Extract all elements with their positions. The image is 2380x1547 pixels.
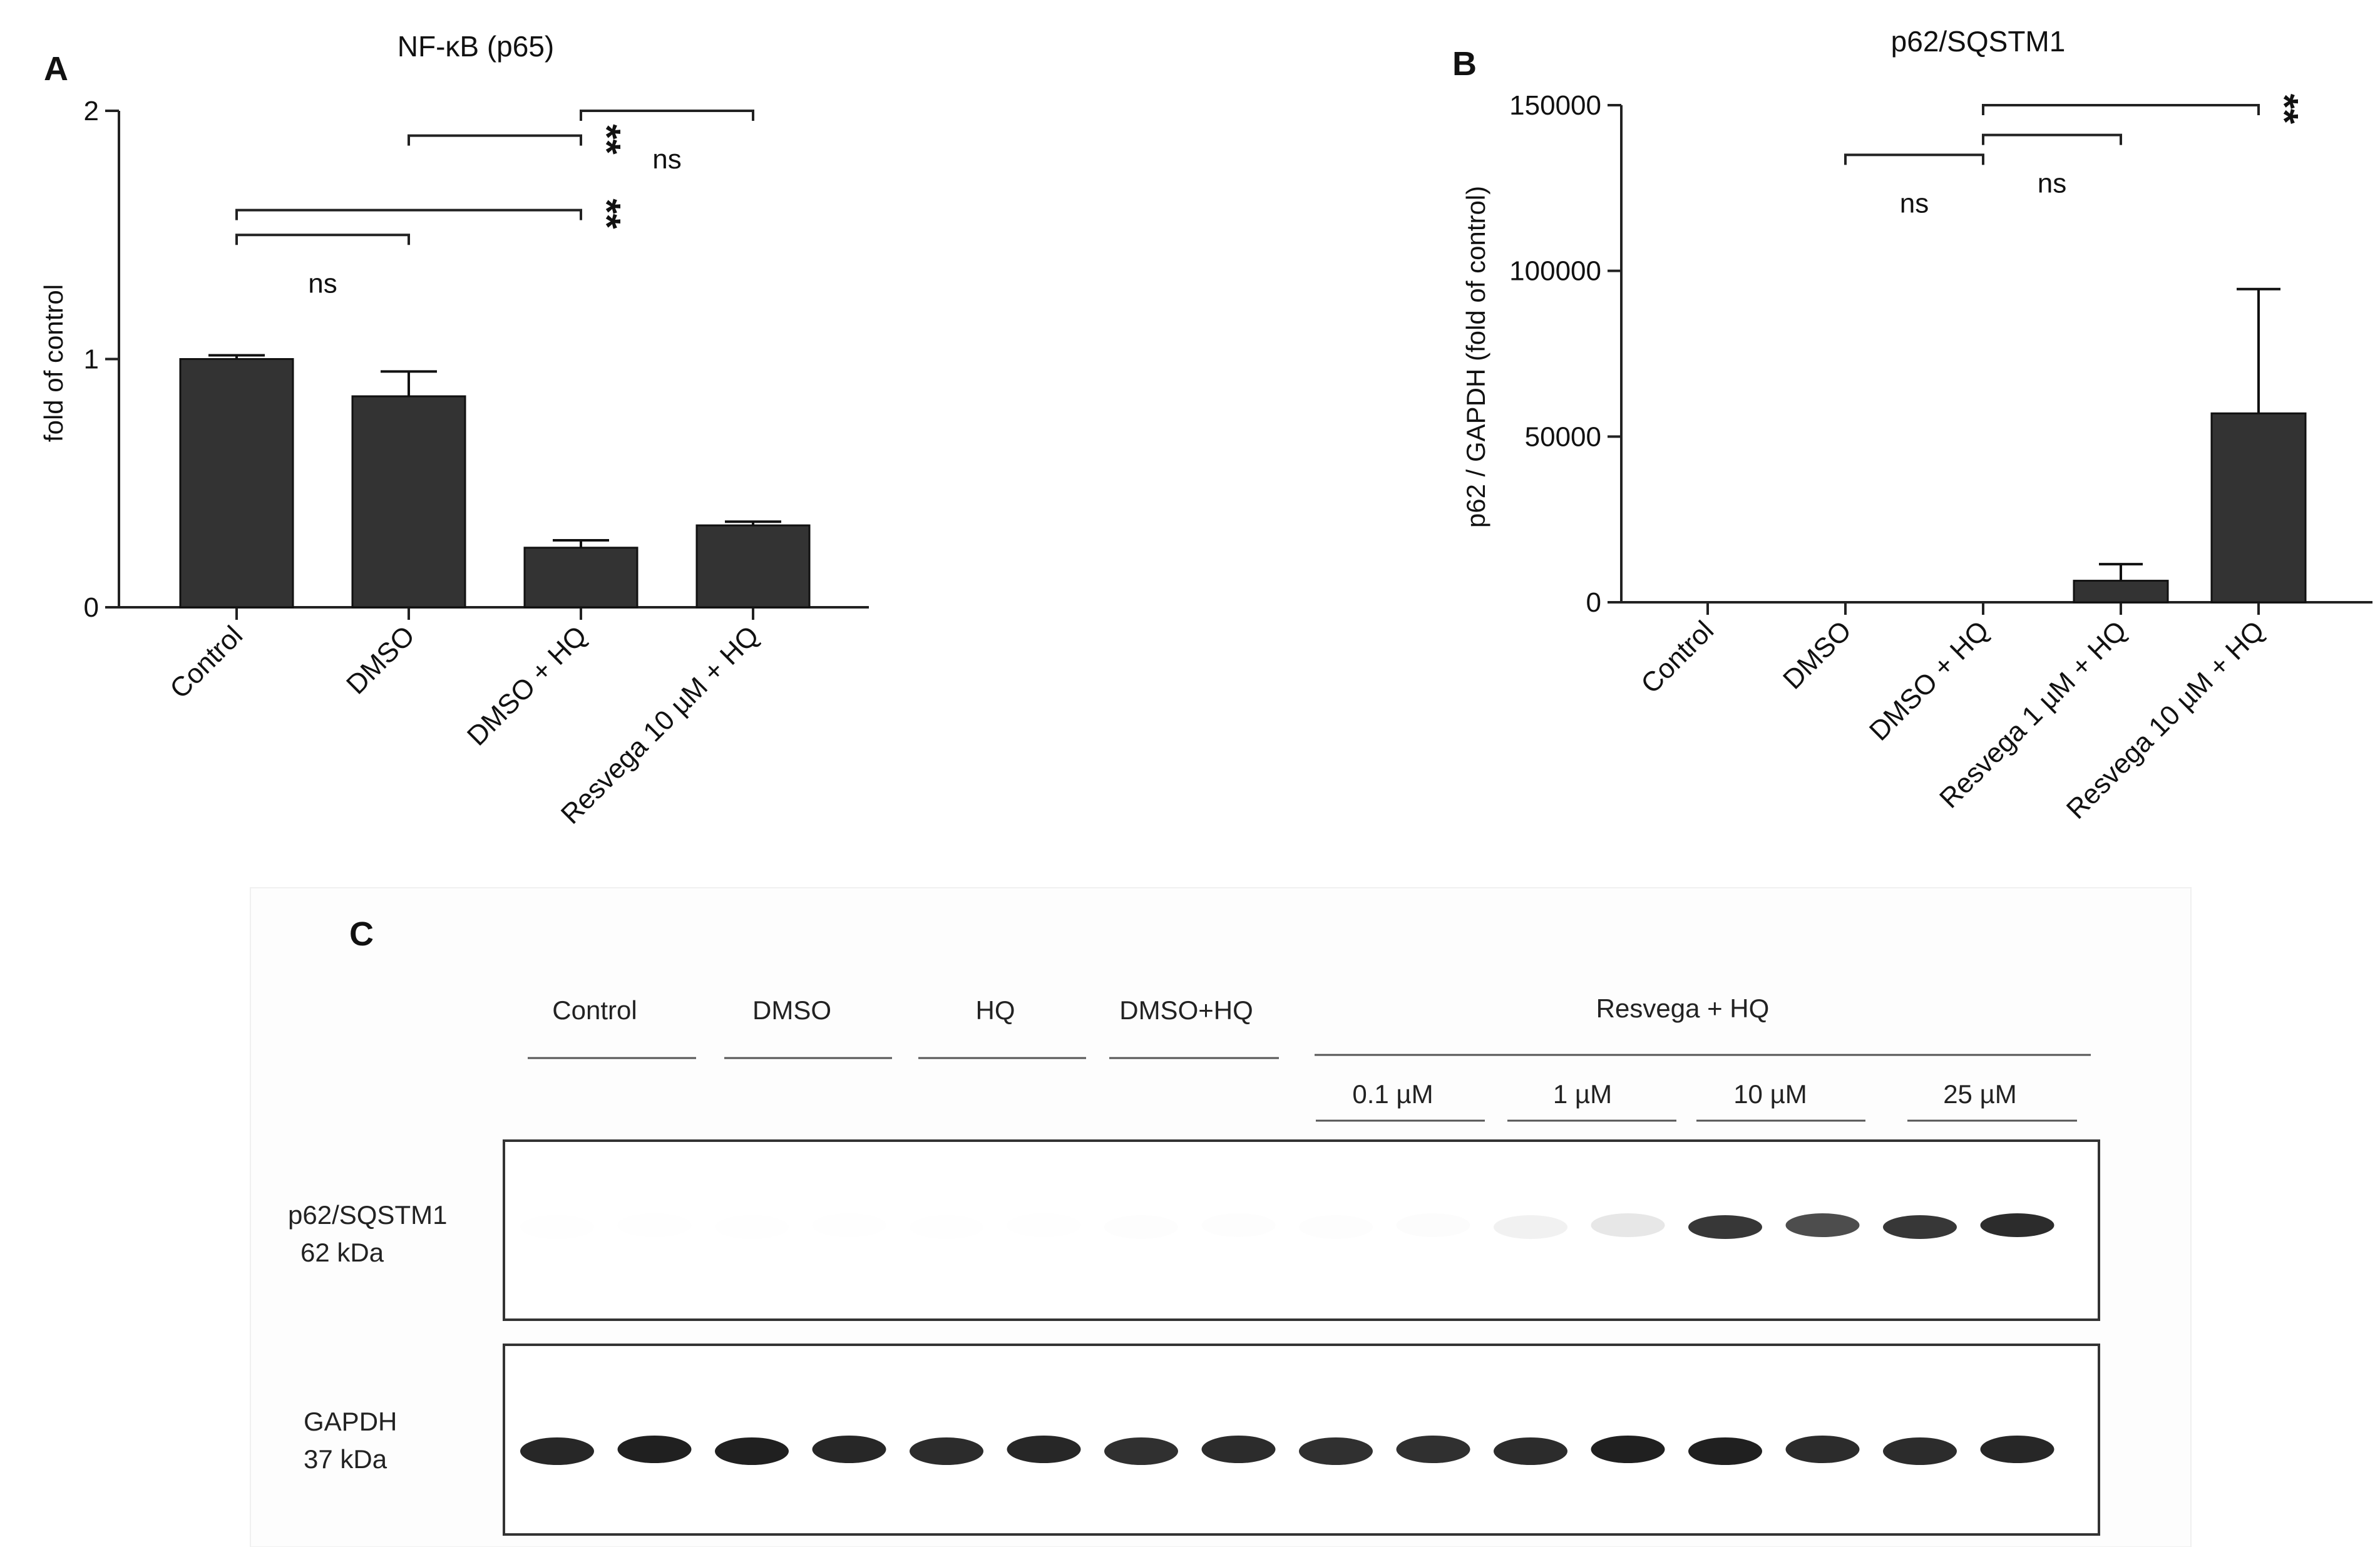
panel-a-bar	[695, 524, 811, 609]
panel-b-significance-label: ns	[2038, 168, 2066, 199]
panel-b-bar	[2073, 580, 2169, 604]
panel-a-category-label: DMSO	[341, 620, 421, 700]
gapdh-band	[1591, 1436, 1665, 1463]
panel-b-significance-label: ns	[1900, 188, 1929, 218]
panel-a-significance-bracket	[235, 234, 410, 245]
p62-band	[1688, 1215, 1762, 1239]
p62-band	[1591, 1213, 1665, 1237]
panel-b-ytick-label: 0	[1586, 587, 1601, 618]
panel-a-significance-bracket	[235, 208, 582, 220]
gapdh-band	[1299, 1437, 1373, 1465]
gapdh-row-name: GAPDH	[304, 1407, 397, 1436]
panel-b-y-axis-label: p62 / GAPDH (fold of control)	[1461, 186, 1490, 528]
gapdh-band	[1396, 1436, 1470, 1463]
gapdh-band	[1494, 1437, 1567, 1465]
panel-c-letter: C	[349, 915, 374, 953]
p62-band	[520, 1215, 594, 1239]
p62-band	[1980, 1213, 2054, 1237]
panel-b-significance-bracket	[1982, 133, 2122, 145]
panel-b-ytick-label: 100000	[1509, 256, 1601, 287]
panel-a-title: NF-κB (p65)	[398, 30, 554, 63]
panel-a-significance-stars: **	[585, 198, 628, 229]
panel-a-bar	[523, 547, 639, 609]
p62-row-name: p62/SQSTM1	[288, 1200, 447, 1230]
blot-concentration-label: 1 µM	[1553, 1079, 1612, 1109]
panel-a-ytick-label: 0	[84, 592, 99, 623]
p62-band	[1299, 1215, 1373, 1239]
blot-concentration-label: 0.1 µM	[1352, 1079, 1433, 1109]
gapdh-band	[1980, 1436, 2054, 1463]
panel-b-category-label: DMSO	[1777, 615, 1857, 695]
gapdh-band	[715, 1437, 789, 1465]
blot-concentration-label: 10 µM	[1733, 1079, 1807, 1109]
gapdh-row-size: 37 kDa	[304, 1444, 387, 1474]
blot-group-label: DMSO+HQ	[1119, 995, 1253, 1025]
gapdh-band	[1688, 1437, 1762, 1465]
gapdh-band	[812, 1436, 886, 1463]
gapdh-band	[1883, 1437, 1957, 1465]
panel-b-ytick-label: 150000	[1509, 90, 1601, 121]
panel-a-significance-label: ns	[652, 144, 681, 175]
gapdh-band	[1007, 1436, 1081, 1463]
panel-b-significance-bracket	[1844, 153, 1984, 165]
p62-row-size: 62 kDa	[300, 1238, 384, 1267]
panel-a-category-label: Resvega 10 µM + HQ	[555, 620, 765, 830]
p62-band	[1396, 1213, 1470, 1237]
panel-b-title: p62/SQSTM1	[1891, 25, 2066, 58]
panel-a-ytick-label: 2	[84, 96, 99, 126]
gapdh-band	[1104, 1437, 1178, 1465]
panel-a-significance-label: ns	[308, 268, 337, 299]
panel-a-significance-bracket	[408, 134, 582, 146]
p62-band	[1883, 1215, 1957, 1239]
panel-a-category-label: Control	[164, 620, 249, 704]
p62-band	[715, 1215, 789, 1239]
blot-group-label: Control	[552, 995, 637, 1025]
panel-b-bar	[2210, 412, 2307, 604]
blot-concentration-label: 25 µM	[1943, 1079, 2017, 1109]
p62-band	[1104, 1215, 1178, 1239]
gapdh-band	[617, 1436, 692, 1463]
gapdh-band	[520, 1437, 594, 1465]
panel-a-bar	[179, 358, 294, 609]
p62-band	[812, 1213, 886, 1237]
p62-band	[1494, 1215, 1567, 1239]
panel-c-western-blot: C Control DMSO HQ DMSO+HQ Resvega + HQ 0.1 …	[250, 887, 2192, 1547]
panel-b-ytick-label: 50000	[1525, 421, 1601, 452]
gapdh-band	[1201, 1436, 1276, 1463]
panel-b-letter: B	[1452, 45, 1477, 83]
panel-b-significance-stars: **	[2262, 94, 2306, 125]
gapdh-band	[910, 1437, 983, 1465]
p62-band	[1201, 1213, 1276, 1237]
blot-group-label: HQ	[976, 995, 1015, 1025]
blot-group-label: DMSO	[752, 995, 831, 1025]
p62-band	[910, 1215, 983, 1239]
resvega-header-label: Resvega + HQ	[1596, 994, 1770, 1023]
panel-a-letter: A	[44, 50, 68, 88]
panel-b-p62-chart: B p62/SQSTM1 p62 / GAPDH (fold of contro…	[1452, 25, 2372, 825]
panel-a-y-axis-label: fold of control	[39, 284, 68, 442]
panel-a-significance-stars: **	[585, 124, 628, 155]
gapdh-band	[1785, 1436, 1860, 1463]
panel-a-ytick-label: 1	[84, 344, 99, 375]
panel-b-category-label: Control	[1635, 615, 1720, 699]
panel-b-category-label: DMSO + HQ	[1864, 615, 1995, 746]
panel-a-category-label: DMSO + HQ	[461, 620, 593, 751]
panel-a-bar	[351, 395, 466, 609]
p62-band	[617, 1213, 692, 1237]
p62-band	[1785, 1213, 1860, 1237]
p62-band	[1007, 1213, 1081, 1237]
panel-b-significance-bracket	[1982, 104, 2260, 115]
panel-a-significance-bracket	[580, 110, 754, 121]
panel-a-nfkb-chart: A NF-κB (p65) fold of control 0 1 2 Contro…	[39, 30, 869, 830]
